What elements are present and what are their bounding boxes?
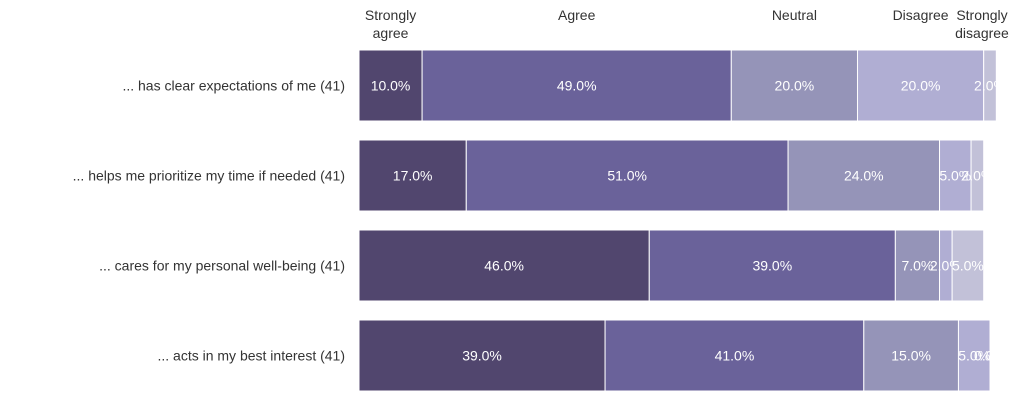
- data-label-neutral: 15.0%: [891, 348, 931, 364]
- column-header-strongly-disagree-line-2: disagree: [955, 25, 1009, 41]
- chart-rows: ... has clear expectations of me (41) 10.…: [73, 49, 1006, 392]
- bar-segment-strongly-agree: [358, 319, 606, 392]
- chart-row: ... helps me prioritize my time if neede…: [73, 139, 993, 212]
- bar-segment-strongly-disagree: [951, 229, 985, 302]
- bar-segment-agree: [604, 319, 865, 392]
- bar-segment-neutral: [894, 229, 941, 302]
- column-header-agree: Agree: [558, 7, 596, 23]
- data-label-strongly-agree: 10.0%: [371, 78, 411, 94]
- row-label: ... acts in my best interest (41): [157, 348, 345, 364]
- bar-segment-neutral: [730, 49, 858, 122]
- data-label-disagree: 20.0%: [901, 78, 941, 94]
- data-label-strongly-agree: 17.0%: [393, 168, 433, 184]
- data-label-agree: 39.0%: [752, 258, 792, 274]
- data-label-strongly-disagree: 0.0%: [974, 348, 1006, 364]
- column-header-neutral: Neutral: [772, 7, 817, 23]
- data-label-agree: 51.0%: [607, 168, 647, 184]
- bar-segment-strongly-disagree: [970, 139, 985, 212]
- chart-row: ... cares for my personal well-being (41…: [99, 229, 985, 302]
- bar-segment-neutral: [863, 319, 959, 392]
- data-label-agree: 41.0%: [715, 348, 755, 364]
- data-label-neutral: 24.0%: [844, 168, 884, 184]
- bar-segment-strongly-agree: [358, 229, 650, 302]
- row-label: ... helps me prioritize my time if neede…: [73, 168, 345, 184]
- column-header-disagree: Disagree: [893, 7, 949, 23]
- data-label-neutral: 7.0%: [901, 258, 933, 274]
- bar-segment-strongly-agree: [358, 49, 423, 122]
- bar-segment-disagree: [957, 319, 991, 392]
- column-headers: Strongly agree Agree Neutral Disagree Strongl…: [365, 7, 1009, 41]
- bar-segment-agree: [465, 139, 789, 212]
- bar-segment-agree: [648, 229, 896, 302]
- data-label-strongly-disagree: 2.0%: [974, 78, 1006, 94]
- bar-segment-strongly-agree: [358, 139, 467, 212]
- column-header-strongly-agree-line-2: agree: [373, 25, 409, 41]
- data-label-strongly-agree: 46.0%: [484, 258, 524, 274]
- data-label-agree: 49.0%: [557, 78, 597, 94]
- chart-row: ... has clear expectations of me (41) 10.…: [122, 49, 1006, 122]
- bar-segment-disagree: [939, 139, 972, 212]
- data-label-neutral: 20.0%: [775, 78, 815, 94]
- column-header-strongly-agree-line-1: Strongly: [365, 7, 416, 23]
- row-label: ... cares for my personal well-being (41…: [99, 258, 345, 274]
- data-label-strongly-agree: 39.0%: [462, 348, 502, 364]
- bar-segment-disagree: [856, 49, 985, 122]
- data-label-strongly-disagree: 2.0%: [961, 168, 993, 184]
- data-label-disagree: 5.0%: [939, 168, 971, 184]
- column-header-strongly-disagree-line-1: Strongly: [956, 7, 1007, 23]
- data-label-strongly-disagree: 5.0%: [952, 258, 984, 274]
- bar-segment-neutral: [787, 139, 941, 212]
- bar-segment-agree: [421, 49, 732, 122]
- data-label-disagree: 5.0%: [958, 348, 990, 364]
- bar-segment-strongly-disagree: [983, 49, 997, 122]
- row-label: ... has clear expectations of me (41): [122, 78, 345, 94]
- chart-row: ... acts in my best interest (41) 39.0% 41…: [157, 319, 1006, 392]
